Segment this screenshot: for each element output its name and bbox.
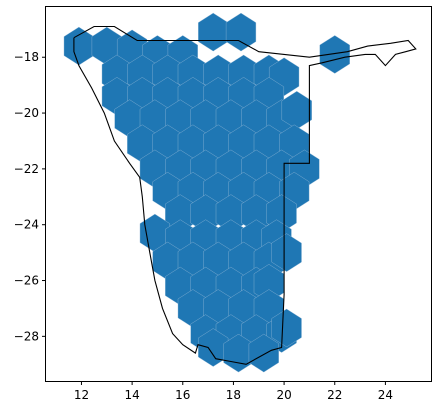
x-tick-label: 16 <box>175 388 190 402</box>
y-tick-label: −22 <box>14 162 39 176</box>
x-tick-label: 20 <box>276 388 291 402</box>
x-tick-label: 22 <box>327 388 342 402</box>
hexagon-cell <box>198 13 228 51</box>
hexagon-cell <box>64 27 94 65</box>
x-tick-label: 14 <box>124 388 139 402</box>
y-axis: −18 −20 −22 −24 −26 −28 <box>14 50 46 343</box>
hexagon-cell <box>320 36 350 74</box>
x-tick-label: 18 <box>226 388 241 402</box>
y-tick-label: −18 <box>14 50 39 64</box>
x-tick-label: 12 <box>74 388 89 402</box>
hexagon-cell <box>226 13 256 51</box>
y-tick-label: −24 <box>14 218 39 232</box>
x-tick-label: 24 <box>378 388 393 402</box>
hexagon-layer <box>64 13 350 372</box>
y-tick-label: −26 <box>14 274 39 288</box>
y-tick-label: −28 <box>14 329 39 343</box>
y-tick-label: −20 <box>14 106 39 120</box>
x-axis: 12 14 16 18 20 22 24 <box>74 381 393 402</box>
